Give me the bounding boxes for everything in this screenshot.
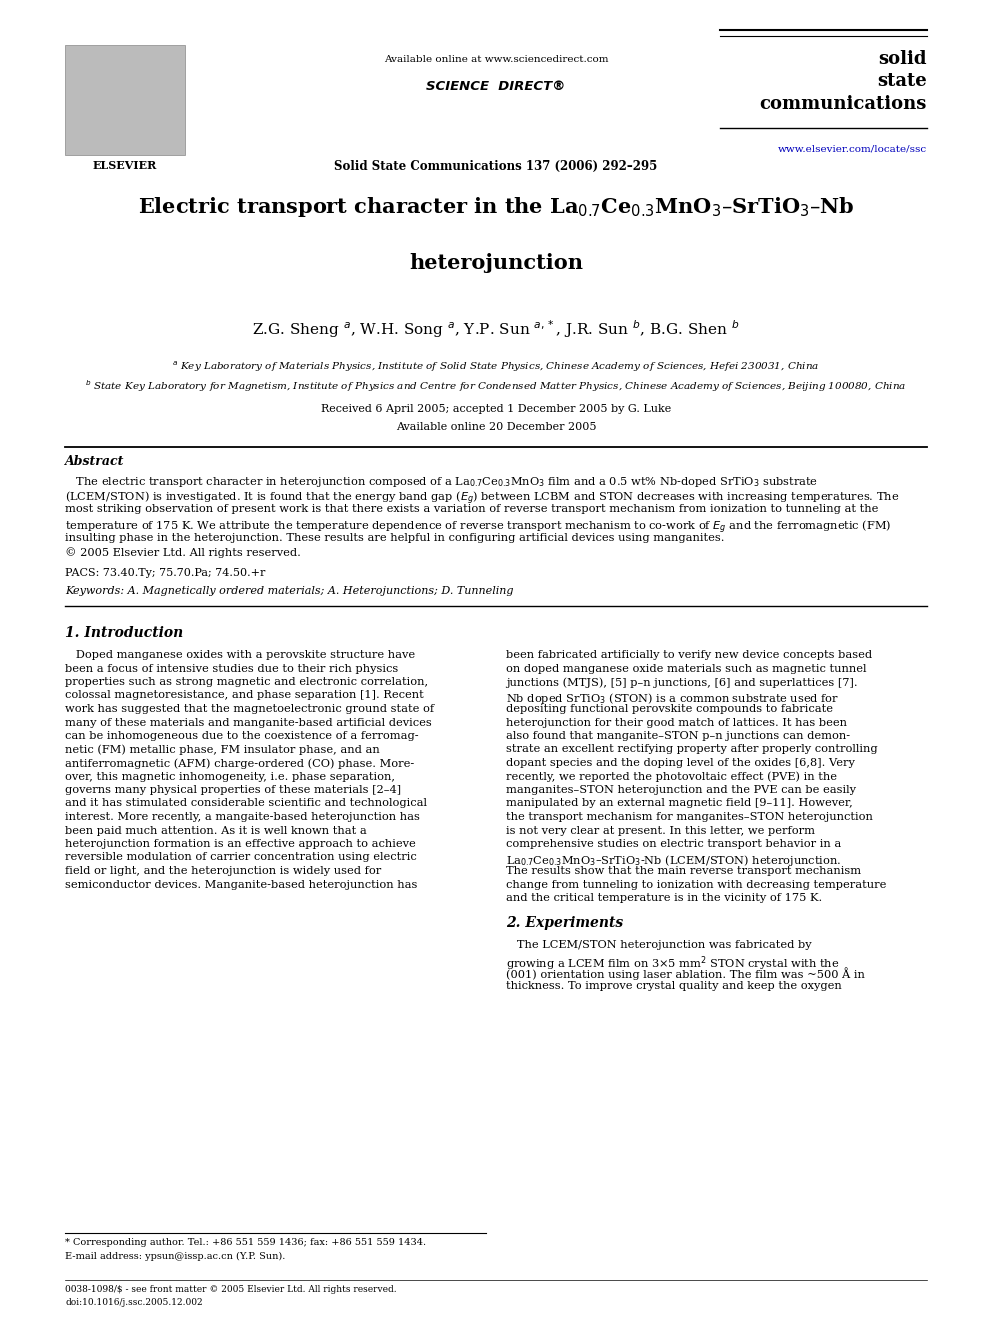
Text: Available online 20 December 2005: Available online 20 December 2005 xyxy=(396,422,596,433)
Text: solid: solid xyxy=(879,50,927,67)
Text: Z.G. Sheng $^{a}$, W.H. Song $^{a}$, Y.P. Sun $^{a,*}$, J.R. Sun $^{b}$, B.G. Sh: Z.G. Sheng $^{a}$, W.H. Song $^{a}$, Y.P… xyxy=(252,318,740,340)
Text: Doped manganese oxides with a perovskite structure have: Doped manganese oxides with a perovskite… xyxy=(65,650,415,660)
Text: been paid much attention. As it is well known that a: been paid much attention. As it is well … xyxy=(65,826,367,836)
Text: PACS: 73.40.Ty; 75.70.Pa; 74.50.+r: PACS: 73.40.Ty; 75.70.Pa; 74.50.+r xyxy=(65,568,266,578)
Text: is not very clear at present. In this letter, we perform: is not very clear at present. In this le… xyxy=(506,826,815,836)
Text: $^{a}$ Key Laboratory of Materials Physics, Institute of Solid State Physics, Ch: $^{a}$ Key Laboratory of Materials Physi… xyxy=(173,360,819,374)
Text: heterojunction for their good match of lattices. It has been: heterojunction for their good match of l… xyxy=(506,717,847,728)
Text: strate an excellent rectifying property after properly controlling: strate an excellent rectifying property … xyxy=(506,745,878,754)
Text: also found that manganite–STON p–n junctions can demon-: also found that manganite–STON p–n junct… xyxy=(506,732,850,741)
Text: 1. Introduction: 1. Introduction xyxy=(65,626,184,640)
Text: insulting phase in the heterojunction. These results are helpful in configuring : insulting phase in the heterojunction. T… xyxy=(65,533,724,542)
Text: antiferromagnetic (AFM) charge-ordered (CO) phase. More-: antiferromagnetic (AFM) charge-ordered (… xyxy=(65,758,415,769)
Text: (LCEM/STON) is investigated. It is found that the energy band gap ($E_g$) betwee: (LCEM/STON) is investigated. It is found… xyxy=(65,490,900,507)
Text: heterojunction: heterojunction xyxy=(409,253,583,273)
Text: netic (FM) metallic phase, FM insulator phase, and an: netic (FM) metallic phase, FM insulator … xyxy=(65,745,380,755)
Text: many of these materials and manganite-based artificial devices: many of these materials and manganite-ba… xyxy=(65,717,432,728)
Text: Nb doped SrTiO$_3$ (STON) is a common substrate used for: Nb doped SrTiO$_3$ (STON) is a common su… xyxy=(506,691,839,705)
Text: Solid State Communications 137 (2006) 292–295: Solid State Communications 137 (2006) 29… xyxy=(334,160,658,173)
Text: © 2005 Elsevier Ltd. All rights reserved.: © 2005 Elsevier Ltd. All rights reserved… xyxy=(65,548,301,558)
Text: Keywords: A. Magnetically ordered materials; A. Heterojunctions; D. Tunneling: Keywords: A. Magnetically ordered materi… xyxy=(65,586,514,595)
Text: growing a LCEM film on 3×5 mm$^2$ STON crystal with the: growing a LCEM film on 3×5 mm$^2$ STON c… xyxy=(506,954,839,972)
Text: temperature of 175 K. We attribute the temperature dependence of reverse transpo: temperature of 175 K. We attribute the t… xyxy=(65,519,892,536)
Text: * Corresponding author. Tel.: +86 551 559 1436; fax: +86 551 559 1434.: * Corresponding author. Tel.: +86 551 55… xyxy=(65,1238,427,1248)
Text: heterojunction formation is an effective approach to achieve: heterojunction formation is an effective… xyxy=(65,839,416,849)
Text: over, this magnetic inhomogeneity, i.e. phase separation,: over, this magnetic inhomogeneity, i.e. … xyxy=(65,771,395,782)
Text: La$_{0.7}$Ce$_{0.3}$MnO$_3$–SrTiO$_3$-Nb (LCEM/STON) heterojunction.: La$_{0.7}$Ce$_{0.3}$MnO$_3$–SrTiO$_3$-Nb… xyxy=(506,852,841,868)
Text: change from tunneling to ionization with decreasing temperature: change from tunneling to ionization with… xyxy=(506,880,887,889)
Text: work has suggested that the magnetoelectronic ground state of: work has suggested that the magnetoelect… xyxy=(65,704,434,714)
Text: Received 6 April 2005; accepted 1 December 2005 by G. Luke: Received 6 April 2005; accepted 1 Decemb… xyxy=(320,404,672,414)
Text: been a focus of intensive studies due to their rich physics: been a focus of intensive studies due to… xyxy=(65,664,398,673)
Text: www.elsevier.com/locate/ssc: www.elsevier.com/locate/ssc xyxy=(778,146,927,153)
Text: field or light, and the heterojunction is widely used for: field or light, and the heterojunction i… xyxy=(65,867,381,876)
FancyBboxPatch shape xyxy=(65,45,185,155)
Text: dopant species and the doping level of the oxides [6,8]. Very: dopant species and the doping level of t… xyxy=(506,758,855,767)
Text: junctions (MTJS), [5] p–n junctions, [6] and superlattices [7].: junctions (MTJS), [5] p–n junctions, [6]… xyxy=(506,677,858,688)
Text: Electric transport character in the La$_{0.7}$Ce$_{0.3}$MnO$_3$–SrTiO$_3$–Nb: Electric transport character in the La$_… xyxy=(138,194,854,220)
Text: Abstract: Abstract xyxy=(65,455,124,468)
Text: (001) orientation using laser ablation. The film was ~500 Å in: (001) orientation using laser ablation. … xyxy=(506,967,865,980)
Text: semiconductor devices. Manganite-based heterojunction has: semiconductor devices. Manganite-based h… xyxy=(65,880,418,889)
Text: 0038-1098/$ - see front matter © 2005 Elsevier Ltd. All rights reserved.: 0038-1098/$ - see front matter © 2005 El… xyxy=(65,1285,397,1294)
Text: state: state xyxy=(877,71,927,90)
Text: $^{b}$ State Key Laboratory for Magnetism, Institute of Physics and Centre for C: $^{b}$ State Key Laboratory for Magnetis… xyxy=(85,378,907,394)
Text: depositing functional perovskite compounds to fabricate: depositing functional perovskite compoun… xyxy=(506,704,833,714)
Text: The results show that the main reverse transport mechanism: The results show that the main reverse t… xyxy=(506,867,861,876)
Text: comprehensive studies on electric transport behavior in a: comprehensive studies on electric transp… xyxy=(506,839,841,849)
Text: manipulated by an external magnetic field [9–11]. However,: manipulated by an external magnetic fiel… xyxy=(506,799,853,808)
Text: doi:10.1016/j.ssc.2005.12.002: doi:10.1016/j.ssc.2005.12.002 xyxy=(65,1298,202,1307)
Text: E-mail address: ypsun@issp.ac.cn (Y.P. Sun).: E-mail address: ypsun@issp.ac.cn (Y.P. S… xyxy=(65,1252,286,1261)
Text: ELSEVIER: ELSEVIER xyxy=(93,160,157,171)
Text: on doped manganese oxide materials such as magnetic tunnel: on doped manganese oxide materials such … xyxy=(506,664,866,673)
Text: interest. More recently, a mangaite-based heterojunction has: interest. More recently, a mangaite-base… xyxy=(65,812,420,822)
Text: colossal magnetoresistance, and phase separation [1]. Recent: colossal magnetoresistance, and phase se… xyxy=(65,691,424,700)
Text: recently, we reported the photovoltaic effect (PVE) in the: recently, we reported the photovoltaic e… xyxy=(506,771,837,782)
Text: communications: communications xyxy=(760,95,927,112)
Text: The electric transport character in heterojunction composed of a La$_{0.7}$Ce$_{: The electric transport character in hete… xyxy=(65,475,818,490)
Text: reversible modulation of carrier concentration using electric: reversible modulation of carrier concent… xyxy=(65,852,417,863)
Text: the transport mechanism for manganites–STON heterojunction: the transport mechanism for manganites–S… xyxy=(506,812,873,822)
Text: and it has stimulated considerable scientific and technological: and it has stimulated considerable scien… xyxy=(65,799,427,808)
Text: governs many physical properties of these materials [2–4]: governs many physical properties of thes… xyxy=(65,785,401,795)
Text: manganites–STON heterojunction and the PVE can be easily: manganites–STON heterojunction and the P… xyxy=(506,785,856,795)
Text: Available online at www.sciencedirect.com: Available online at www.sciencedirect.co… xyxy=(384,56,608,64)
Text: The LCEM/STON heterojunction was fabricated by: The LCEM/STON heterojunction was fabrica… xyxy=(506,941,811,950)
Text: 2. Experiments: 2. Experiments xyxy=(506,917,623,930)
Text: most striking observation of present work is that there exists a variation of re: most striking observation of present wor… xyxy=(65,504,878,515)
Text: properties such as strong magnetic and electronic correlation,: properties such as strong magnetic and e… xyxy=(65,677,429,687)
Text: SCIENCE  DIRECT®: SCIENCE DIRECT® xyxy=(427,79,565,93)
Text: thickness. To improve crystal quality and keep the oxygen: thickness. To improve crystal quality an… xyxy=(506,980,842,991)
Text: and the critical temperature is in the vicinity of 175 K.: and the critical temperature is in the v… xyxy=(506,893,822,904)
Text: can be inhomogeneous due to the coexistence of a ferromag-: can be inhomogeneous due to the coexiste… xyxy=(65,732,419,741)
Text: been fabricated artificially to verify new device concepts based: been fabricated artificially to verify n… xyxy=(506,650,872,660)
